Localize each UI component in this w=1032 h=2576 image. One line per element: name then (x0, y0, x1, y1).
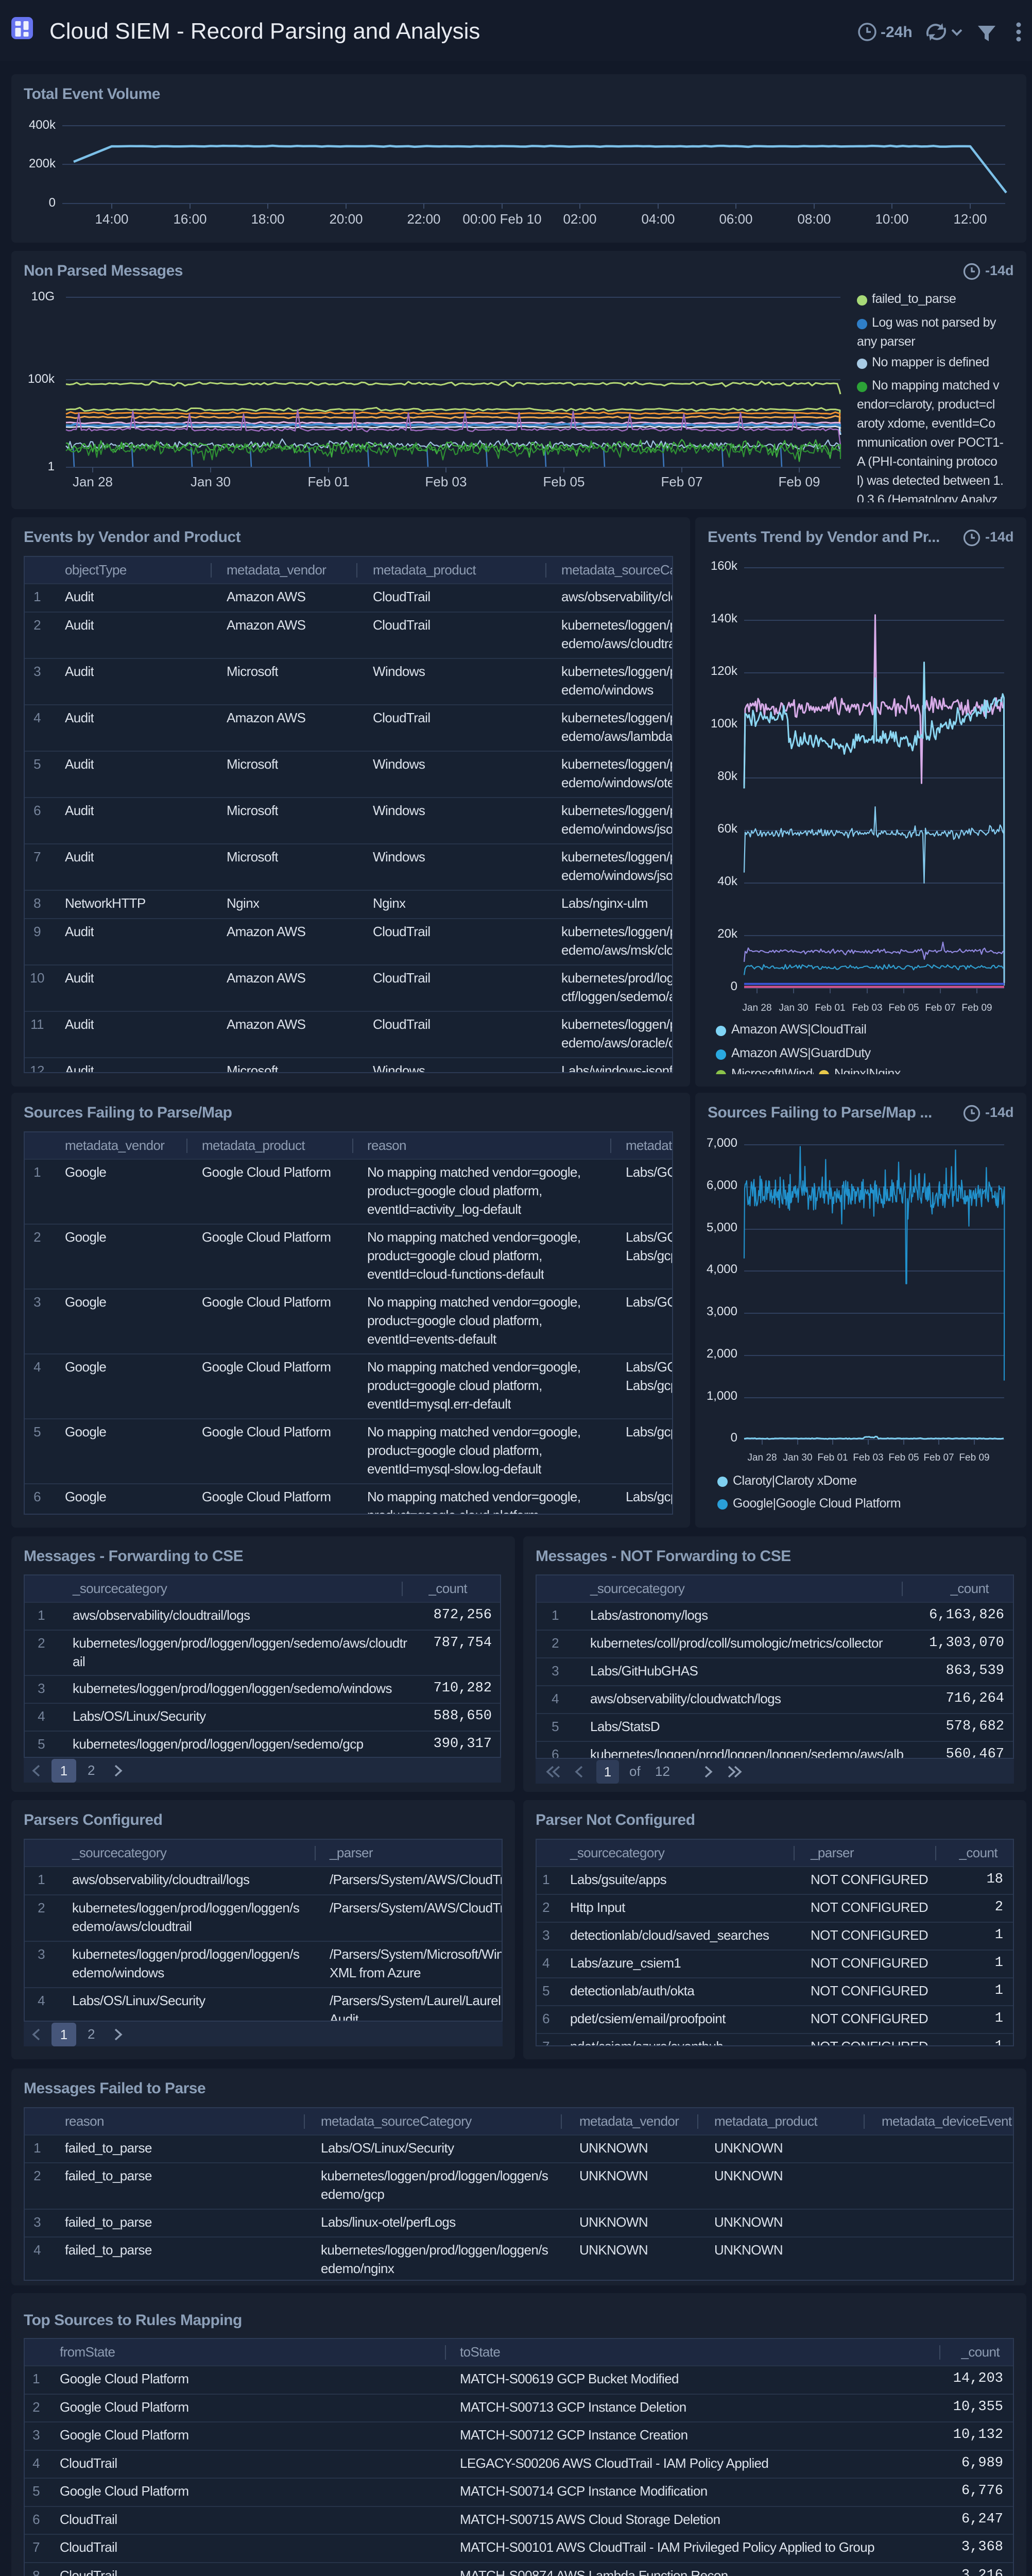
svg-text:-24h: -24h (881, 24, 913, 41)
